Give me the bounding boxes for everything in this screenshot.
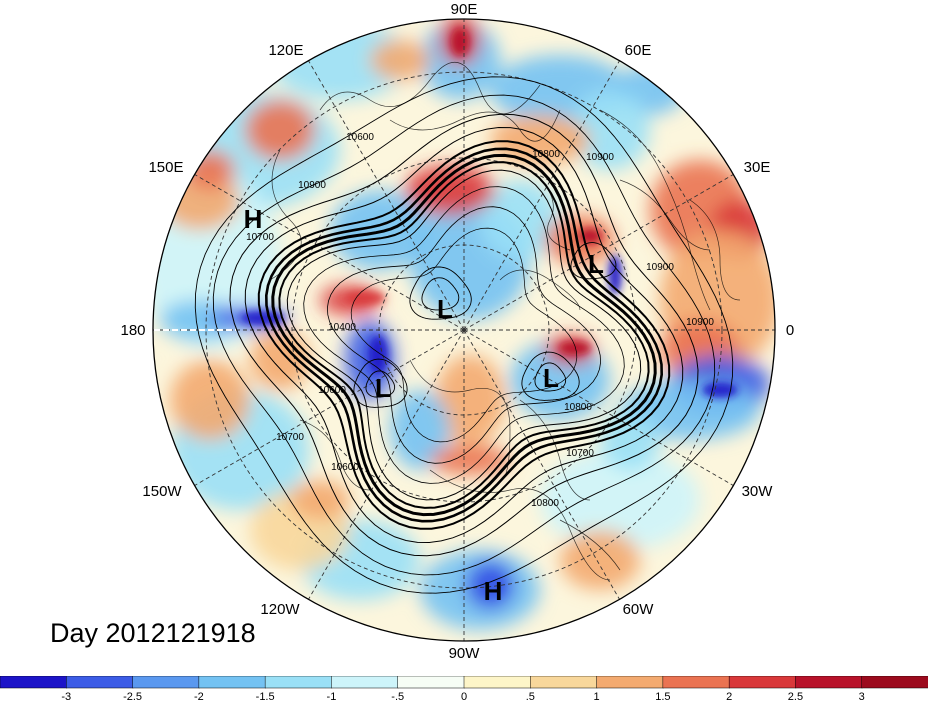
colorbar-tick-label: 1 xyxy=(594,691,600,702)
colorbar-swatch xyxy=(728,676,797,689)
colorbar-swatch xyxy=(463,676,532,689)
colorbar-tick-label: -2.5 xyxy=(123,691,142,702)
colorbar-swatch xyxy=(198,676,266,689)
height-contours xyxy=(194,76,734,594)
longitude-label: 60W xyxy=(623,601,655,618)
contour-label: 10800 xyxy=(532,149,560,160)
contour-label: 10600 xyxy=(346,132,374,143)
colorbar-tick-label: 0 xyxy=(461,691,467,702)
contour-label: 10400 xyxy=(328,322,356,333)
contour-label: 10800 xyxy=(531,498,559,509)
longitude-label: 30W xyxy=(742,483,774,500)
contour-label: 10700 xyxy=(246,232,274,243)
colorbar-tick-label: -1.5 xyxy=(256,691,275,702)
colorbar-swatch xyxy=(264,676,333,689)
contour-label: 10900 xyxy=(586,152,614,163)
colorbar-tick-label: -1 xyxy=(327,691,337,702)
contour-label: 10800 xyxy=(564,402,592,413)
colorbar-swatch xyxy=(861,676,928,689)
map-boundary xyxy=(152,18,776,642)
colorbar-tick-label: 3 xyxy=(859,691,865,702)
longitude-label: 0 xyxy=(786,322,794,339)
colorbar-tick-label: 2 xyxy=(726,691,732,702)
low-pressure-marker: L xyxy=(543,363,559,393)
longitude-label: 150W xyxy=(142,483,182,500)
longitude-labels: 90E 60E 30E 0 30W 60W 90W 120W 150W 180 150E 120E xyxy=(120,1,794,662)
longitude-label: 120E xyxy=(268,42,303,59)
colorbar-swatch xyxy=(66,676,134,689)
longitude-label: 120W xyxy=(260,601,300,618)
contour-label: 10700 xyxy=(566,448,594,459)
contour-label: 10900 xyxy=(298,180,326,191)
contour-labels: 10800 10900 10900 10400 10800 10900 10900 10600… xyxy=(246,132,714,509)
colorbar-swatch xyxy=(132,676,200,689)
colorbar: -3 -2.5 -2 -1.5 -1 -.5 0 .5 1 1.5 2 2.5 3 xyxy=(0,676,928,702)
low-pressure-marker: L xyxy=(375,373,391,403)
longitude-label: 60E xyxy=(625,42,652,59)
colorbar-tick-label: -.5 xyxy=(391,691,404,702)
high-pressure-marker: H xyxy=(244,204,263,234)
colorbar-swatch xyxy=(397,676,465,689)
colorbar-swatch xyxy=(331,676,399,689)
contour-label: 10600 xyxy=(331,462,359,473)
colorbar-swatch xyxy=(530,676,598,689)
colorbar-tick-label: 2.5 xyxy=(788,691,803,702)
longitude-label: 180 xyxy=(120,322,145,339)
longitude-label: 30E xyxy=(744,159,771,176)
date-label: Day 2012121918 xyxy=(50,618,256,648)
colorbar-swatch xyxy=(662,676,730,689)
colorbar-swatch xyxy=(795,676,863,689)
graticule xyxy=(153,19,775,641)
high-pressure-marker: H xyxy=(484,576,503,606)
colorbar-tick-label: -3 xyxy=(61,691,71,702)
longitude-label: 150E xyxy=(148,159,183,176)
coastlines xyxy=(269,62,741,581)
colorbar-tick-label: -2 xyxy=(194,691,204,702)
longitude-label: 90E xyxy=(451,1,478,18)
contour-label: 10700 xyxy=(276,432,304,443)
colorbar-tick-label: .5 xyxy=(526,691,535,702)
longitude-label: 90W xyxy=(449,645,481,662)
contour-label: 10600 xyxy=(318,385,346,396)
colorbar-swatch xyxy=(0,676,68,689)
contour-label: 10900 xyxy=(686,317,714,328)
pressure-markers: H L L L L H xyxy=(244,204,604,606)
low-pressure-marker: L xyxy=(437,294,453,324)
low-pressure-marker: L xyxy=(588,249,604,279)
colorbar-swatch xyxy=(596,676,664,689)
colorbar-tick-label: 1.5 xyxy=(655,691,670,702)
contour-label: 10900 xyxy=(646,262,674,273)
